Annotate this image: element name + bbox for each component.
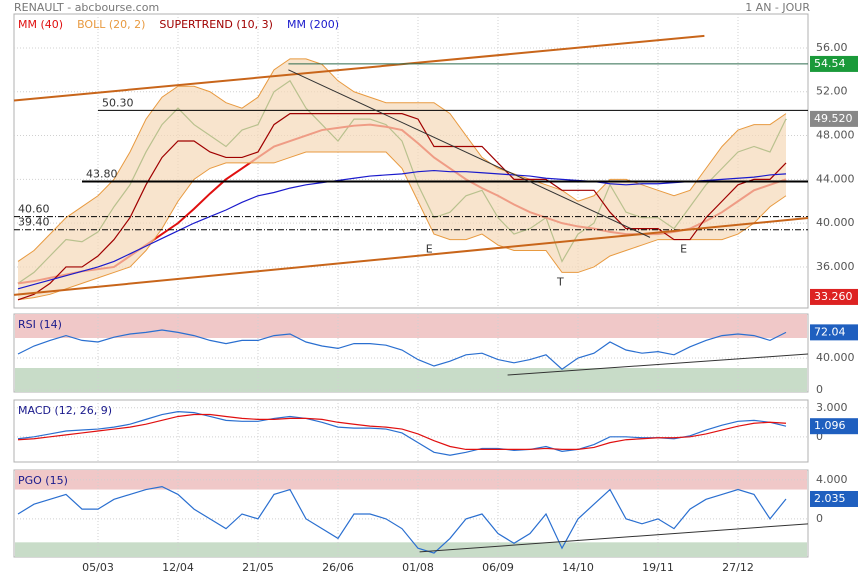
level-label: 43.80 xyxy=(86,168,118,181)
value-box xyxy=(810,110,858,127)
level-label: 40.60 xyxy=(18,203,50,216)
y-tick-label: 52.00 xyxy=(816,85,848,98)
legend-label: MM (40) xyxy=(18,18,63,31)
trendline xyxy=(288,69,651,238)
y-tick-label: 48.000 xyxy=(816,129,855,142)
zone xyxy=(15,470,807,490)
y-tick-label: 40.000 xyxy=(816,216,855,229)
y-tick-label: 0 xyxy=(816,383,823,396)
x-tick-label: 27/12 xyxy=(722,561,754,574)
panel-frame xyxy=(13,399,809,463)
y-tick-label: 0 xyxy=(816,512,823,525)
y-tick-label: 44.000 xyxy=(816,172,855,185)
x-tick-label: 12/04 xyxy=(162,561,194,574)
annotation: E xyxy=(426,242,433,255)
trendline xyxy=(419,523,809,553)
x-tick-label: 05/03 xyxy=(82,561,114,574)
level-label: 39.40 xyxy=(18,216,50,229)
x-tick-label: 26/06 xyxy=(322,561,354,574)
y-tick-label: 4.000 xyxy=(816,473,848,486)
value-label: 54.54 xyxy=(814,57,846,70)
trendline xyxy=(13,216,809,296)
value-label: 2.035 xyxy=(814,492,846,505)
legend-label: PGO (15) xyxy=(18,474,68,487)
y-tick-label: 0 xyxy=(816,430,823,443)
value-label: 49.520 xyxy=(814,112,853,125)
value-label: 33.260 xyxy=(814,290,853,303)
trendline xyxy=(507,353,809,376)
value-box xyxy=(810,288,858,305)
boll-lower xyxy=(17,151,787,301)
value-box xyxy=(810,418,858,435)
level-label: 50.30 xyxy=(102,96,134,109)
x-tick-label: 19/11 xyxy=(642,561,674,574)
legend-label: SUPERTREND (10, 3) xyxy=(159,18,273,31)
series-line xyxy=(17,413,787,451)
legend-label: MM (200) xyxy=(287,18,339,31)
y-tick-label: 3.000 xyxy=(816,401,848,414)
y-tick-label: 56.00 xyxy=(816,41,848,54)
value-box xyxy=(810,490,858,507)
legend-label: BOLL (20, 2) xyxy=(77,18,145,31)
legend-label: MACD (12, 26, 9) xyxy=(18,404,112,417)
value-label: 72.04 xyxy=(814,325,846,338)
x-tick-label: 01/08 xyxy=(402,561,434,574)
annotation: E xyxy=(680,242,687,255)
zone xyxy=(15,542,807,557)
series-line xyxy=(17,485,787,554)
value-box xyxy=(810,55,858,72)
header-title: RENAULT - abcbourse.com xyxy=(14,1,159,14)
x-tick-label: 21/05 xyxy=(242,561,274,574)
y-tick-label: 40.000 xyxy=(816,351,855,364)
value-box xyxy=(810,324,858,341)
x-tick-label: 14/10 xyxy=(562,561,594,574)
series-line xyxy=(17,113,787,301)
x-tick-label: 06/09 xyxy=(482,561,514,574)
zone xyxy=(15,368,807,392)
header-period: 1 AN - JOUR xyxy=(745,1,810,14)
trendline xyxy=(13,34,705,102)
zone xyxy=(15,314,807,338)
series-line xyxy=(17,169,787,290)
value-label: 1.096 xyxy=(814,419,846,432)
y-tick-label: 36.000 xyxy=(816,260,855,273)
legend-label: RSI (14) xyxy=(18,318,62,331)
annotation: T xyxy=(556,275,564,288)
boll-upper xyxy=(17,58,787,262)
series-line xyxy=(17,329,787,370)
